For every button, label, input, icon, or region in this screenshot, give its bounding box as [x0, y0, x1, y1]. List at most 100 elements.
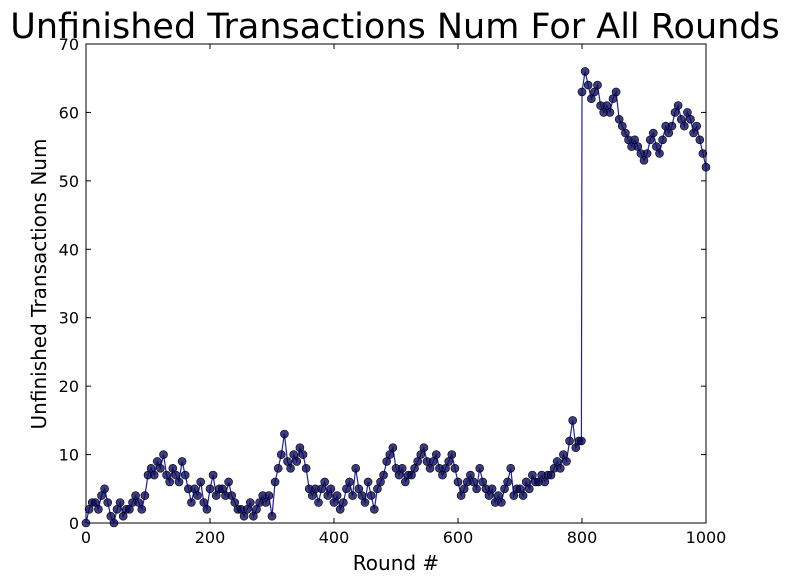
data-point	[177, 457, 187, 466]
data-point	[332, 491, 342, 500]
data-point	[673, 101, 683, 110]
data-point	[701, 162, 711, 172]
data-point	[568, 416, 578, 425]
data-point	[193, 491, 202, 500]
x-axis-label: Round #	[353, 551, 439, 575]
data-point	[338, 498, 348, 507]
data-point	[180, 470, 190, 480]
y-axis-label: Unfinished Transactions Num	[27, 139, 51, 430]
data-point	[419, 443, 429, 453]
data-point	[298, 450, 308, 459]
data-point	[205, 484, 215, 494]
y-tick-label: 0	[69, 514, 79, 533]
data-point	[292, 457, 302, 466]
chart-title: Unfinished Transactions Num For All Roun…	[10, 7, 780, 47]
data-point	[208, 470, 218, 480]
y-tick-label: 50	[59, 172, 79, 191]
data-point	[159, 450, 168, 459]
y-tick-label: 30	[59, 309, 79, 328]
data-point	[196, 477, 205, 487]
data-point	[137, 504, 147, 514]
data-point	[655, 149, 664, 158]
data-point	[301, 463, 311, 473]
data-point	[506, 463, 516, 473]
data-point	[679, 121, 689, 131]
data-point	[450, 463, 460, 473]
data-point	[174, 477, 184, 487]
data-point	[187, 498, 196, 507]
data-point	[379, 470, 388, 480]
data-point	[360, 498, 370, 507]
data-point	[555, 463, 565, 473]
data-point	[503, 477, 512, 487]
data-point	[109, 518, 119, 528]
data-point	[94, 504, 103, 514]
data-point	[286, 463, 295, 473]
data-point	[264, 491, 274, 500]
x-tick-label: 600	[443, 528, 474, 547]
plot-frame	[85, 43, 707, 524]
x-tick-label: 0	[81, 528, 91, 547]
data-point	[202, 504, 212, 514]
y-tick-label: 60	[59, 103, 79, 122]
data-point	[140, 491, 150, 500]
data-point	[326, 484, 336, 494]
data-point	[369, 504, 379, 514]
data-point	[698, 149, 708, 158]
data-point	[577, 436, 586, 446]
x-tick-label: 800	[567, 528, 598, 547]
y-tick-label: 70	[59, 35, 79, 54]
data-point	[345, 477, 354, 487]
data-point	[224, 477, 233, 487]
data-point	[487, 484, 497, 494]
x-tick-label: 1000	[686, 528, 727, 547]
data-point	[577, 87, 587, 97]
data-point	[593, 80, 602, 90]
data-point	[667, 121, 677, 131]
y-tick-label: 20	[59, 377, 79, 396]
data-point	[314, 498, 323, 507]
data-point	[562, 457, 571, 466]
y-tick-label: 10	[59, 446, 79, 465]
data-point	[397, 463, 407, 473]
x-tick-label: 400	[319, 528, 350, 547]
data-point	[472, 484, 481, 494]
data-point	[565, 436, 574, 446]
data-point	[648, 128, 658, 138]
data-point	[280, 429, 289, 439]
data-point	[276, 450, 286, 459]
data-point	[475, 463, 485, 473]
data-point	[81, 518, 91, 528]
data-point	[524, 484, 534, 494]
data-point	[605, 108, 615, 117]
data-point	[518, 491, 528, 500]
data-point	[453, 477, 463, 487]
data-point	[366, 491, 376, 500]
data-point	[348, 491, 357, 500]
series-group	[81, 67, 711, 528]
data-point	[658, 135, 667, 145]
data-point	[100, 484, 109, 494]
data-point	[115, 498, 125, 507]
data-point	[363, 477, 373, 487]
data-point	[447, 450, 457, 459]
data-point	[583, 80, 593, 90]
data-point	[267, 511, 277, 521]
data-point	[642, 149, 652, 158]
data-point	[246, 498, 255, 507]
axis-ticks: 0 200 400 600 800 1000 0 10 20 30 40 50 60 70	[59, 35, 727, 547]
data-point	[103, 498, 112, 507]
data-point	[320, 477, 330, 487]
data-point	[149, 470, 159, 480]
data-point	[497, 498, 506, 507]
data-point	[695, 135, 705, 145]
data-point	[611, 87, 621, 97]
data-point	[351, 463, 361, 473]
data-point	[692, 121, 702, 131]
data-point	[580, 67, 590, 76]
data-point	[156, 463, 165, 473]
data-point	[165, 477, 174, 487]
data-point	[273, 463, 283, 473]
data-point	[431, 450, 441, 459]
